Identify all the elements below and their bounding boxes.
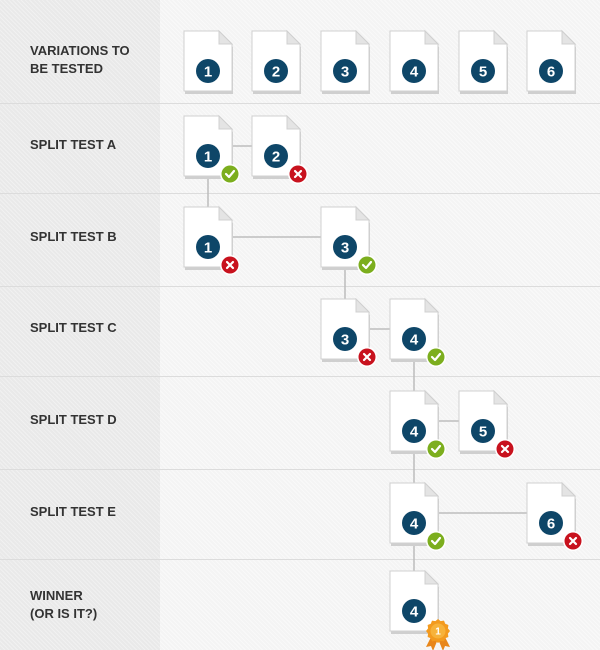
variation-document: 6 [526,29,577,94]
variation-number: 3 [341,64,349,81]
variation-number: 1 [204,64,212,81]
variation-number-circle [196,235,220,259]
page-fold [493,389,509,405]
page-fold [424,389,440,405]
row-label-column [0,0,160,650]
variation-number: 2 [272,64,280,81]
test-document: 6 [526,481,583,551]
variation-document: 3 [320,29,371,94]
cross-icon [495,439,515,459]
row-label-split-test-b: SPLIT TEST B [30,229,117,244]
test-document: 3 [320,205,377,275]
variation-number-circle [539,511,563,535]
row-label-split-test-d: SPLIT TEST D [30,412,117,427]
medal-rank: 1 [435,627,441,638]
check-icon [426,439,446,459]
variation-number: 3 [341,240,349,257]
page-fold [424,297,440,313]
variation-number: 2 [272,149,280,166]
page-fold [424,29,440,45]
variation-number: 1 [204,240,212,257]
row-divider [0,103,600,104]
row-divider [0,376,600,377]
row-label-variations: VARIATIONS TO BE TESTED [30,43,130,76]
test-document: 4 [389,297,446,367]
page-fold [424,481,440,497]
page-fold [355,29,371,45]
variation-number-circle [333,235,357,259]
test-document: 4 [389,481,446,551]
page-fold [286,29,302,45]
page-fold [424,569,440,585]
page-fold [355,297,371,313]
variation-number-circle [333,327,357,351]
cross-icon [288,164,308,184]
row-label-split-test-c: SPLIT TEST C [30,320,117,335]
variation-number-circle [196,59,220,83]
award-medal-icon: 1 [426,619,450,650]
row-divider [0,559,600,560]
variation-number-circle [471,419,495,443]
variation-number-circle [264,144,288,168]
variation-document: 2 [251,29,302,94]
row-divider [0,193,600,194]
test-document: 3 [320,297,377,367]
variation-number-circle [402,511,426,535]
test-document: 1 [183,205,240,275]
row-divider [0,469,600,470]
row-divider [0,286,600,287]
variation-number-circle [471,59,495,83]
variation-number: 6 [547,516,555,533]
variation-number-circle [402,327,426,351]
variation-number-circle [402,59,426,83]
variation-number: 5 [479,64,487,81]
check-icon [357,255,377,275]
variation-number: 4 [410,64,419,81]
check-icon [426,347,446,367]
cross-icon [220,255,240,275]
page-fold [218,114,234,130]
page-fold [218,205,234,221]
variation-number: 6 [547,64,555,81]
cross-icon [563,531,583,551]
page-fold [561,481,577,497]
row-label-split-test-a: SPLIT TEST A [30,137,117,152]
variation-number-circle [539,59,563,83]
variation-number: 5 [479,424,487,441]
row-label-winner: WINNER (OR IS IT?) [30,588,98,621]
variation-number-circle [333,59,357,83]
page-fold [286,114,302,130]
check-icon [220,164,240,184]
variation-document: 4 [389,29,440,94]
page-fold [493,29,509,45]
variation-document: 5 [458,29,509,94]
test-document: 1 [183,114,240,184]
variation-number-circle [264,59,288,83]
variation-number-circle [196,144,220,168]
test-document: 4 [389,389,446,459]
variation-number: 4 [410,332,419,349]
variation-number: 3 [341,332,349,349]
test-document: 5 [458,389,515,459]
test-document: 2 [251,114,308,184]
check-icon [426,531,446,551]
variation-document: 1 [183,29,234,94]
page-fold [218,29,234,45]
page-fold [355,205,371,221]
variation-number: 1 [204,149,212,166]
variation-number-circle [402,419,426,443]
variation-number: 4 [410,516,419,533]
page-fold [561,29,577,45]
variation-number: 4 [410,424,419,441]
row-label-split-test-e: SPLIT TEST E [30,504,116,519]
winner-document: 41 [389,569,450,650]
variation-number-circle [402,599,426,623]
variation-number: 4 [410,604,419,621]
cross-icon [357,347,377,367]
